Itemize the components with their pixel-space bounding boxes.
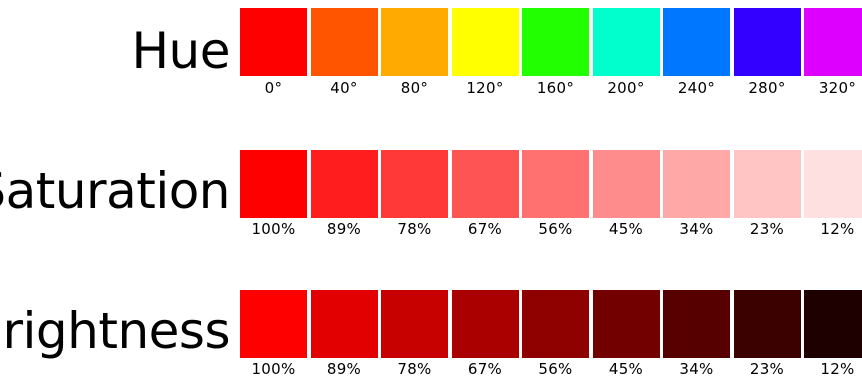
saturation-label: 89% <box>326 220 362 238</box>
hue-labels: 0° 40° 80° 120° 160° 200° 240° 280° 320° <box>240 79 862 99</box>
saturation-swatch <box>733 150 801 218</box>
brightness-swatch <box>804 290 862 358</box>
brightness-swatch <box>592 290 660 358</box>
brightness-swatch <box>310 290 378 358</box>
hue-label: 320° <box>818 79 857 97</box>
hue-label: 0° <box>264 79 283 97</box>
brightness-label: 23% <box>749 360 785 378</box>
saturation-swatch <box>240 150 307 218</box>
brightness-label: 34% <box>679 360 714 378</box>
saturation-labels: 100% 89% 78% 67% 56% 45% 34% 23% 12% <box>240 220 862 240</box>
hue-label: 120° <box>466 79 504 97</box>
brightness-swatch <box>522 290 589 358</box>
hue-label: 280° <box>748 79 786 97</box>
saturation-label: 34% <box>679 220 714 238</box>
saturation-label: 100% <box>251 220 296 238</box>
saturation-swatch <box>310 150 378 218</box>
brightness-swatches <box>240 290 862 358</box>
saturation-swatch <box>663 150 730 218</box>
brightness-swatch <box>733 290 801 358</box>
brightness-labels: 100% 89% 78% 67% 56% 45% 34% 23% 12% <box>240 360 862 380</box>
hue-label: 40° <box>330 79 358 97</box>
saturation-label: 12% <box>820 220 855 238</box>
hue-label: 160° <box>536 79 575 97</box>
saturation-swatch <box>451 150 519 218</box>
brightness-swatch <box>381 290 448 358</box>
saturation-label: 23% <box>749 220 785 238</box>
hue-swatch <box>310 8 378 76</box>
brightness-label: 45% <box>608 360 644 378</box>
saturation-swatch <box>381 150 448 218</box>
hue-swatches <box>240 8 862 76</box>
brightness-title: Brightness <box>0 302 231 360</box>
saturation-swatch <box>522 150 589 218</box>
hue-swatch <box>451 8 519 76</box>
brightness-label: 89% <box>326 360 362 378</box>
saturation-label: 78% <box>397 220 432 238</box>
saturation-title: Saturation <box>0 162 230 220</box>
saturation-label: 67% <box>467 220 503 238</box>
brightness-swatch <box>663 290 730 358</box>
hue-label: 80° <box>400 79 429 97</box>
brightness-label: 100% <box>251 360 296 378</box>
hue-swatch <box>240 8 307 76</box>
brightness-label: 67% <box>467 360 503 378</box>
brightness-label: 56% <box>538 360 573 378</box>
hue-label: 200° <box>607 79 645 97</box>
hue-swatch <box>733 8 801 76</box>
hue-label: 240° <box>677 79 716 97</box>
hue-swatch <box>381 8 448 76</box>
brightness-swatch <box>451 290 519 358</box>
saturation-swatch <box>592 150 660 218</box>
hue-swatch <box>592 8 660 76</box>
saturation-label: 56% <box>538 220 573 238</box>
hue-swatch <box>804 8 862 76</box>
saturation-label: 45% <box>608 220 644 238</box>
hue-swatch <box>663 8 730 76</box>
saturation-swatches <box>240 150 862 218</box>
hue-swatch <box>522 8 589 76</box>
brightness-label: 78% <box>397 360 432 378</box>
saturation-swatch <box>804 150 862 218</box>
brightness-label: 12% <box>820 360 855 378</box>
brightness-swatch <box>240 290 307 358</box>
hue-title: Hue <box>131 22 230 80</box>
